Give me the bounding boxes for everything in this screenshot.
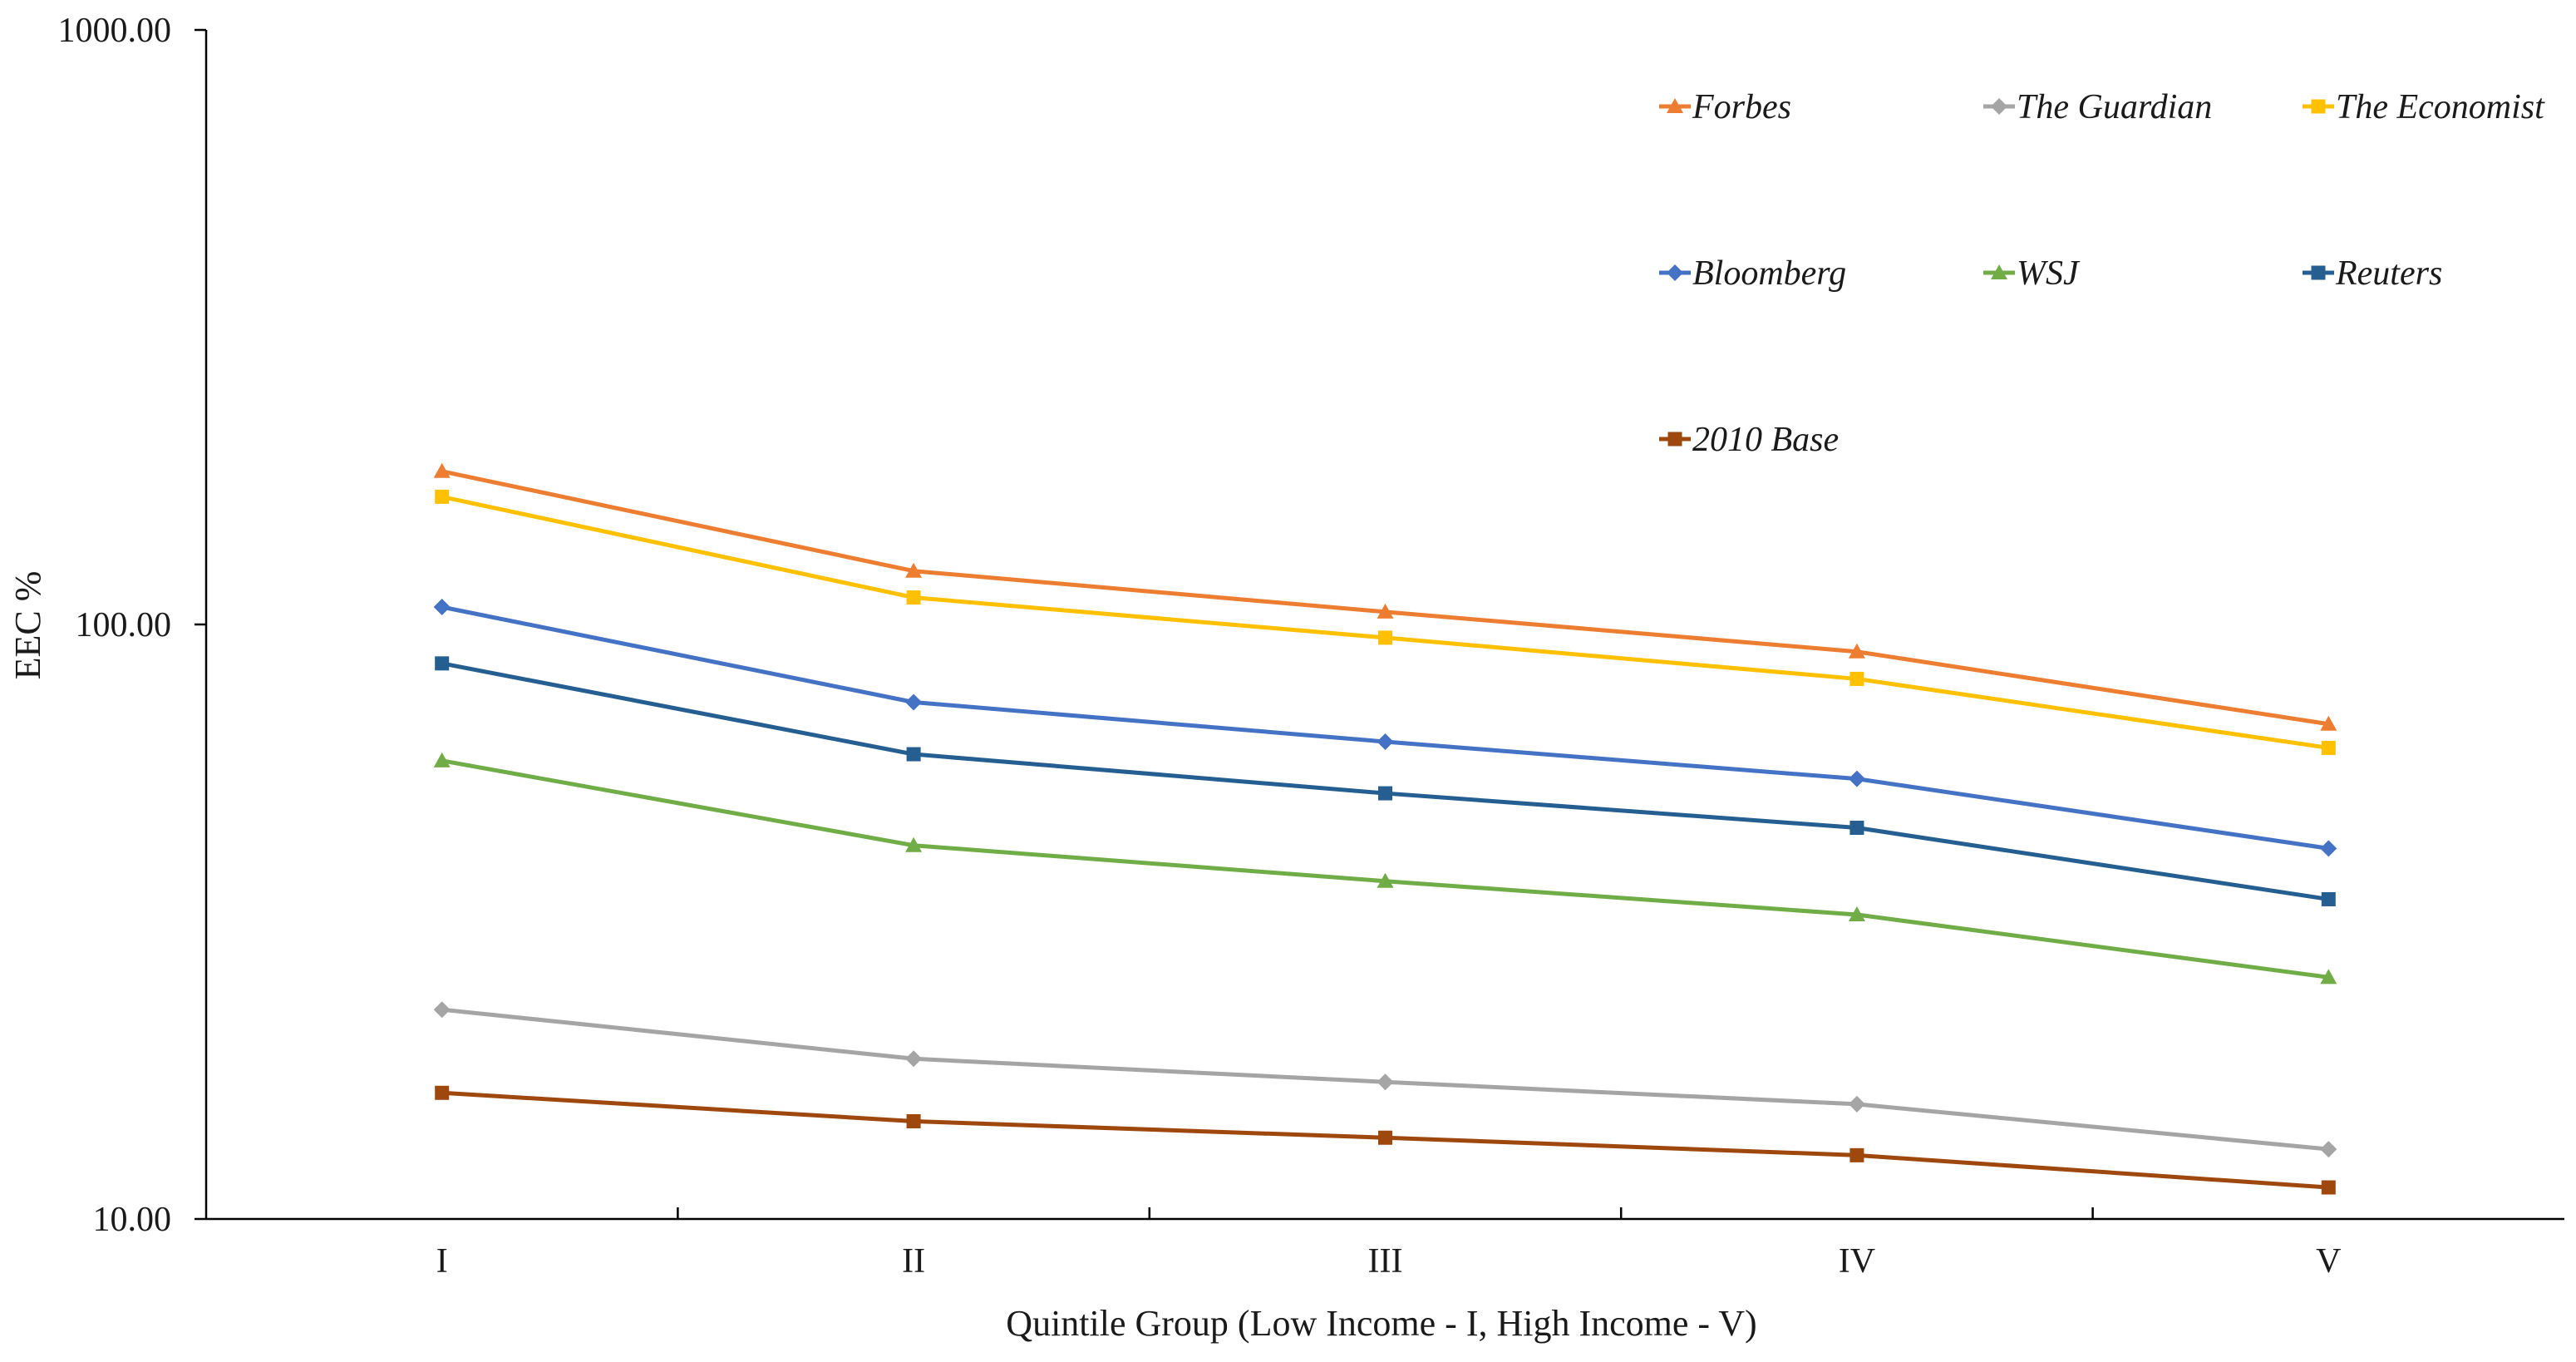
series-2010-base [435, 1085, 2336, 1195]
data-point-the-economist [1378, 630, 1392, 645]
legend-label-bloomberg: Bloomberg [1692, 254, 1846, 293]
data-point-the-guardian [1848, 1095, 1865, 1113]
series-line-reuters [441, 661, 2329, 901]
data-point-wsj [905, 836, 923, 852]
legend-marker-2010-base [1667, 432, 1682, 447]
legend-label-2010-base: 2010 Base [1692, 421, 1839, 459]
y-tick-label: 10.00 [93, 1201, 172, 1239]
data-point-the-economist [1849, 671, 1864, 686]
data-point-reuters [906, 747, 921, 762]
data-point-the-economist [906, 590, 921, 605]
y-tick-label: 100.00 [76, 606, 172, 644]
x-tick-label: I [436, 1242, 448, 1281]
x-tick-label: V [2316, 1242, 2341, 1281]
data-point-the-guardian [433, 1001, 451, 1019]
series-layer [433, 462, 2337, 1195]
legend-marker-the-economist [2311, 99, 2326, 114]
legend-label-the-economist: The Economist [2336, 88, 2545, 126]
series-line-forbes [441, 469, 2329, 727]
data-point-forbes [905, 562, 923, 578]
legend-entry-reuters: Reuters [2303, 254, 2442, 293]
legend-marker-forbes [1667, 98, 1683, 113]
data-point-forbes [1848, 643, 1865, 659]
series-line-the-economist [441, 494, 2329, 750]
x-tick-label: III [1368, 1242, 1403, 1281]
legend-label-forbes: Forbes [1692, 88, 1791, 126]
data-point-forbes [433, 462, 451, 478]
data-point-bloomberg [1377, 733, 1394, 751]
x-tick-label: II [902, 1242, 925, 1281]
data-point-2010-base [1849, 1147, 1864, 1162]
legend-marker-bloomberg [1667, 264, 1683, 281]
legend-marker-wsj [1991, 264, 2007, 279]
data-point-the-economist [2321, 740, 2336, 755]
x-tick-label: IV [1839, 1242, 1875, 1281]
legend-label-wsj: WSJ [2017, 254, 2081, 293]
data-point-forbes [1377, 603, 1394, 619]
legend-entry-forbes: Forbes [1659, 88, 1791, 126]
data-point-the-guardian [1377, 1073, 1394, 1091]
data-point-wsj [433, 752, 451, 767]
legend-entry-bloomberg: Bloomberg [1659, 254, 1846, 293]
data-point-bloomberg [905, 693, 923, 711]
series-bloomberg [433, 598, 2337, 857]
series-the-guardian [433, 1001, 2337, 1158]
legend-entry-2010-base: 2010 Base [1659, 421, 1839, 459]
data-point-the-guardian [905, 1050, 923, 1068]
legend-label-the-guardian: The Guardian [2017, 88, 2212, 126]
series-the-economist [435, 489, 2336, 755]
data-point-wsj [1377, 872, 1394, 888]
legend: Forbes The Guardian The Economist Bloomberg… [1659, 88, 2545, 459]
data-point-wsj [1848, 906, 1865, 922]
data-point-the-guardian [2320, 1141, 2337, 1158]
legend-label-reuters: Reuters [2335, 254, 2442, 293]
data-point-reuters [1378, 786, 1392, 801]
x-axis-title: Quintile Group (Low Income - I, High Inc… [1006, 1303, 1756, 1344]
data-point-reuters [1849, 821, 1864, 836]
y-axis-title: EEC % [7, 571, 48, 680]
data-point-2010-base [435, 1085, 450, 1100]
data-point-reuters [2321, 891, 2336, 906]
y-tick-label: 1000.00 [58, 12, 172, 50]
series-reuters [435, 656, 2336, 906]
data-point-forbes [2320, 715, 2337, 731]
data-point-bloomberg [2320, 840, 2337, 857]
series-forbes [433, 462, 2337, 731]
data-point-reuters [435, 656, 450, 671]
data-point-wsj [2320, 969, 2337, 984]
data-point-the-economist [435, 489, 450, 504]
legend-marker-the-guardian [1991, 98, 2007, 115]
legend-entry-the-economist: The Economist [2303, 88, 2545, 126]
data-point-bloomberg [1848, 770, 1865, 787]
legend-marker-reuters [2311, 265, 2326, 280]
data-point-bloomberg [433, 598, 451, 615]
data-point-2010-base [906, 1113, 921, 1128]
legend-entry-the-guardian: The Guardian [1983, 88, 2212, 126]
data-point-2010-base [2321, 1180, 2336, 1195]
legend-entry-wsj: WSJ [1983, 254, 2081, 293]
data-point-2010-base [1378, 1130, 1392, 1145]
series-wsj [433, 752, 2337, 984]
